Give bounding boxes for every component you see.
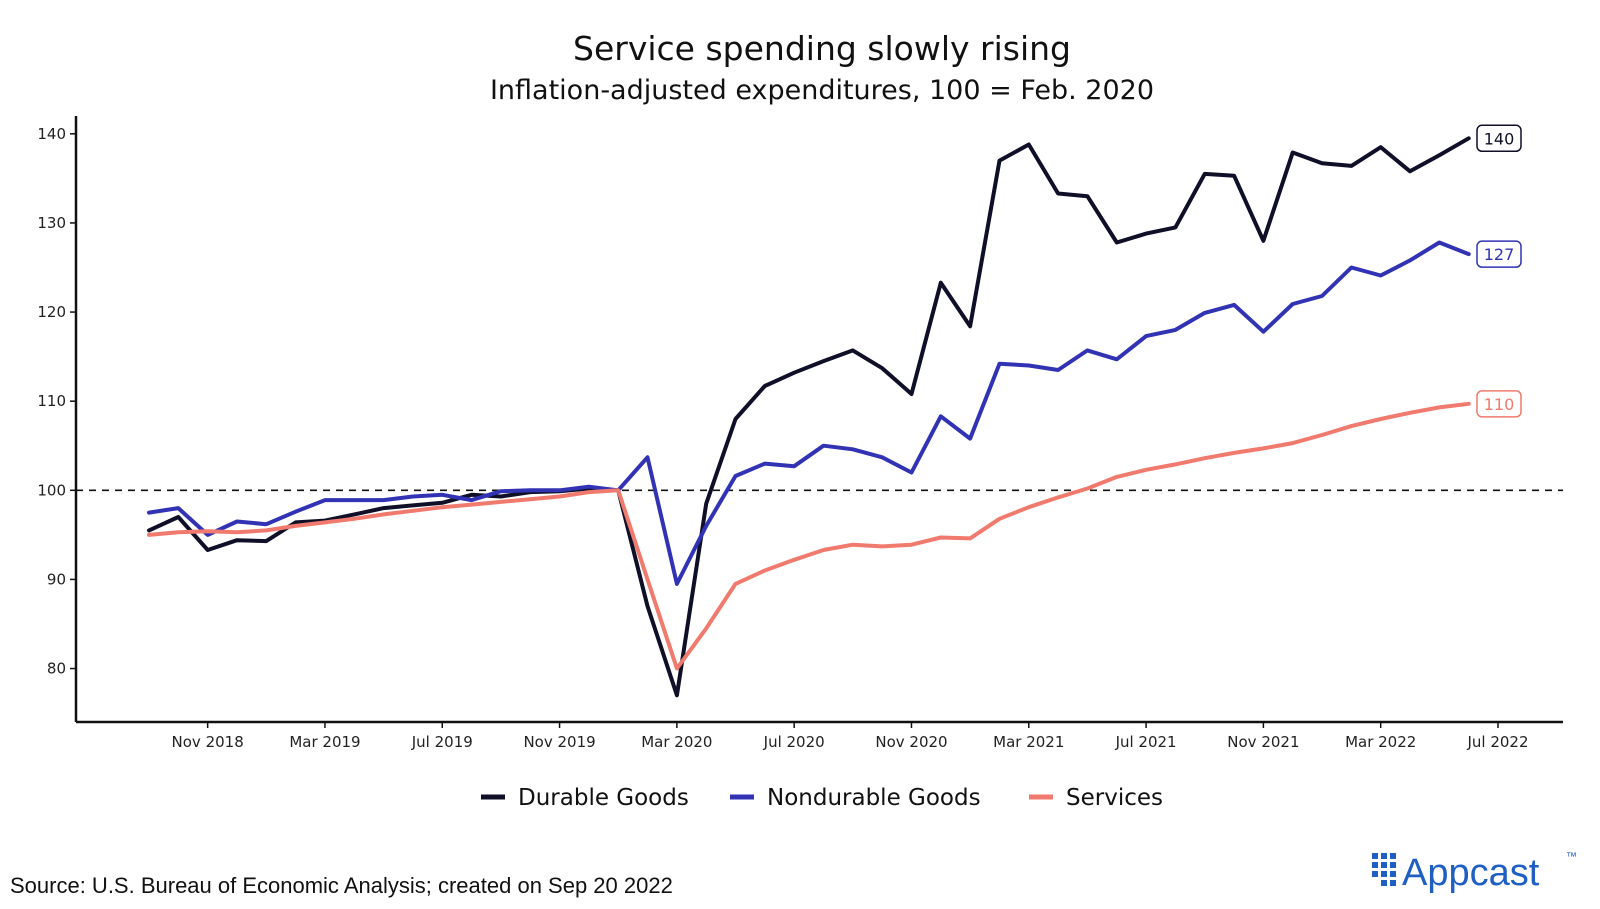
- series-line-durable-goods: [147, 136, 1471, 698]
- x-tick-label-mar-2019: Mar 2019: [289, 733, 360, 751]
- plot-area: 80 90 100 110 120 130 140 Nov 2018 Mar 2019 Jul …: [37, 116, 1563, 751]
- y-tick-label-130: 130: [37, 214, 66, 232]
- end-label-box-services: [1476, 390, 1522, 418]
- end-label-text-services: 110: [1484, 395, 1515, 414]
- source-note: Source: U.S. Bureau of Economic Analysis…: [10, 873, 673, 898]
- legend-label-nondurable-goods: Nondurable Goods: [767, 785, 981, 811]
- end-label-nondurable-goods: 127: [1476, 240, 1522, 268]
- legend-label-durable-goods: Durable Goods: [518, 785, 689, 811]
- series-line-nondurable-goods: [147, 240, 1471, 586]
- end-label-box-nondurable-goods: [1476, 240, 1522, 268]
- y-tick-label-90: 90: [47, 570, 66, 588]
- appcast-logo-icon: [1372, 853, 1396, 886]
- y-tick-group: 80 90 100 110 120 130 140: [37, 125, 76, 678]
- y-tick-label-140: 140: [37, 125, 66, 143]
- brand-name: Appcast: [1402, 852, 1540, 894]
- x-tick-label-nov-2021: Nov 2021: [1227, 733, 1299, 751]
- series-group: [147, 136, 1471, 698]
- x-tick-group: Nov 2018 Mar 2019 Jul 2019 Nov 2019 Mar 2020…: [172, 722, 1529, 751]
- end-label-text-durable-goods: 140: [1484, 129, 1515, 148]
- y-tick-label-110: 110: [37, 392, 66, 410]
- y-tick-label-80: 80: [47, 660, 66, 678]
- end-label-services: 110: [1476, 390, 1522, 418]
- x-tick-label-jul-2020: Jul 2020: [763, 733, 825, 751]
- x-tick-label-mar-2020: Mar 2020: [641, 733, 712, 751]
- series-line-services: [147, 401, 1471, 671]
- x-tick-label-jul-2019: Jul 2019: [411, 733, 473, 751]
- x-tick-label-nov-2018: Nov 2018: [172, 733, 244, 751]
- x-tick-label-jul-2021: Jul 2021: [1115, 733, 1177, 751]
- legend-label-services: Services: [1066, 785, 1163, 811]
- y-tick-label-120: 120: [37, 303, 66, 321]
- end-label-group: 140 127 110: [1476, 124, 1522, 418]
- chart-subtitle: Inflation-adjusted expenditures, 100 = F…: [490, 75, 1154, 106]
- brand-logo: Appcast ™: [1372, 851, 1577, 894]
- x-tick-label-mar-2022: Mar 2022: [1345, 733, 1416, 751]
- end-label-box-durable-goods: [1476, 124, 1522, 153]
- x-tick-label-mar-2021: Mar 2021: [993, 733, 1064, 751]
- y-tick-label-100: 100: [37, 481, 66, 499]
- x-tick-label-nov-2020: Nov 2020: [875, 733, 947, 751]
- end-label-text-nondurable-goods: 127: [1484, 245, 1515, 264]
- brand-trademark: ™: [1566, 851, 1577, 863]
- legend: Durable Goods Nondurable Goods Services: [481, 785, 1163, 811]
- end-label-durable-goods: 140: [1476, 124, 1522, 153]
- x-tick-label-jul-2022: Jul 2022: [1466, 733, 1528, 751]
- chart-title: Service spending slowly rising: [573, 29, 1071, 68]
- x-tick-label-nov-2019: Nov 2019: [523, 733, 595, 751]
